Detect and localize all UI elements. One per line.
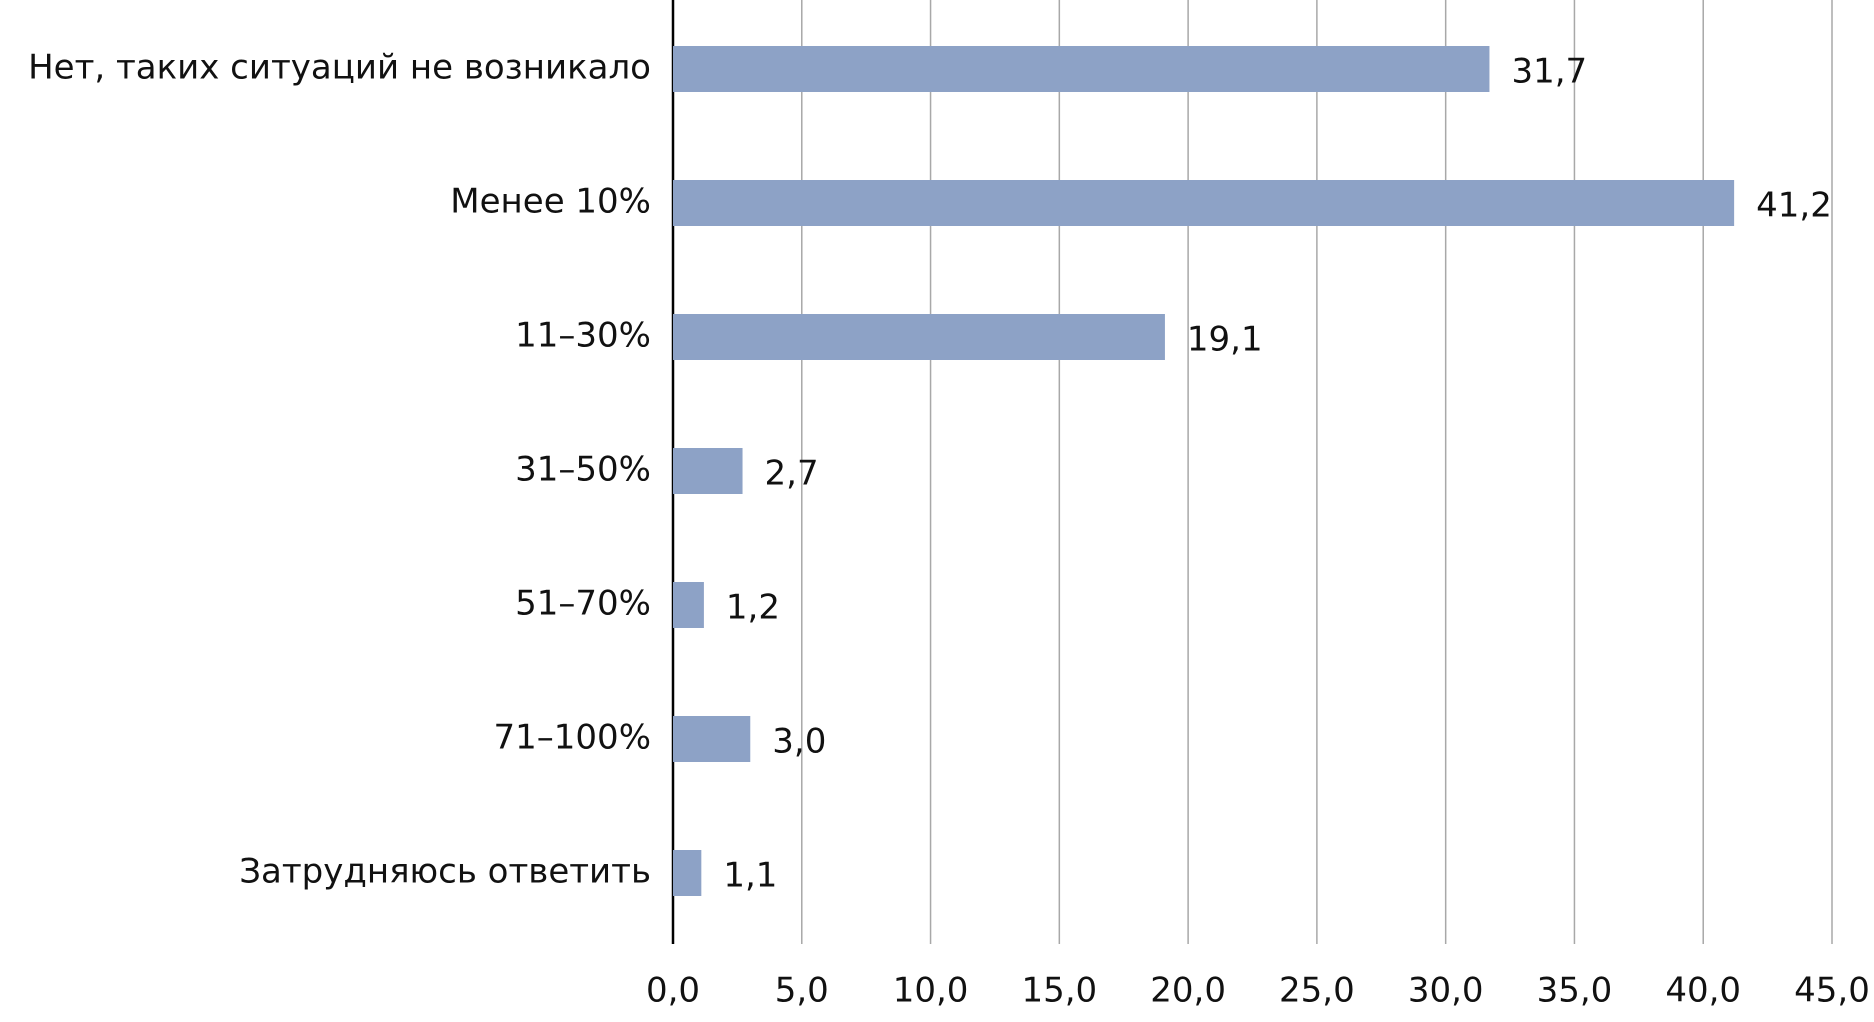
value-label: 31,7 bbox=[1511, 52, 1587, 92]
x-tick-label: 45,0 bbox=[1794, 971, 1870, 1011]
value-label: 41,2 bbox=[1756, 186, 1832, 226]
bar bbox=[673, 46, 1490, 92]
bar bbox=[673, 448, 743, 494]
x-tick-label: 5,0 bbox=[775, 971, 829, 1011]
y-tick-label: 71–100% bbox=[494, 718, 651, 758]
y-tick-label: Менее 10% bbox=[450, 182, 651, 222]
y-tick-label: 51–70% bbox=[515, 584, 651, 624]
y-tick-label: 31–50% bbox=[515, 450, 651, 490]
x-tick-label: 25,0 bbox=[1279, 971, 1355, 1011]
bar bbox=[673, 180, 1735, 226]
value-label: 3,0 bbox=[772, 722, 826, 762]
x-tick-label: 10,0 bbox=[893, 971, 969, 1011]
bar bbox=[673, 314, 1165, 360]
y-tick-label: Затрудняюсь ответить bbox=[239, 852, 651, 892]
x-tick-label: 15,0 bbox=[1021, 971, 1097, 1011]
value-label: 1,2 bbox=[726, 588, 780, 628]
x-tick-label: 0,0 bbox=[646, 971, 700, 1011]
y-tick-label: Нет, таких ситуаций не возникало bbox=[28, 48, 651, 88]
x-tick-label: 35,0 bbox=[1537, 971, 1613, 1011]
value-label: 19,1 bbox=[1187, 320, 1263, 360]
value-label: 2,7 bbox=[765, 454, 819, 494]
bar bbox=[673, 582, 704, 628]
bar bbox=[673, 850, 702, 896]
y-tick-label: 11–30% bbox=[515, 316, 651, 356]
bar bbox=[673, 716, 751, 762]
x-tick-label: 40,0 bbox=[1665, 971, 1741, 1011]
x-tick-label: 20,0 bbox=[1150, 971, 1226, 1011]
value-label: 1,1 bbox=[723, 856, 777, 896]
x-tick-label: 30,0 bbox=[1408, 971, 1484, 1011]
